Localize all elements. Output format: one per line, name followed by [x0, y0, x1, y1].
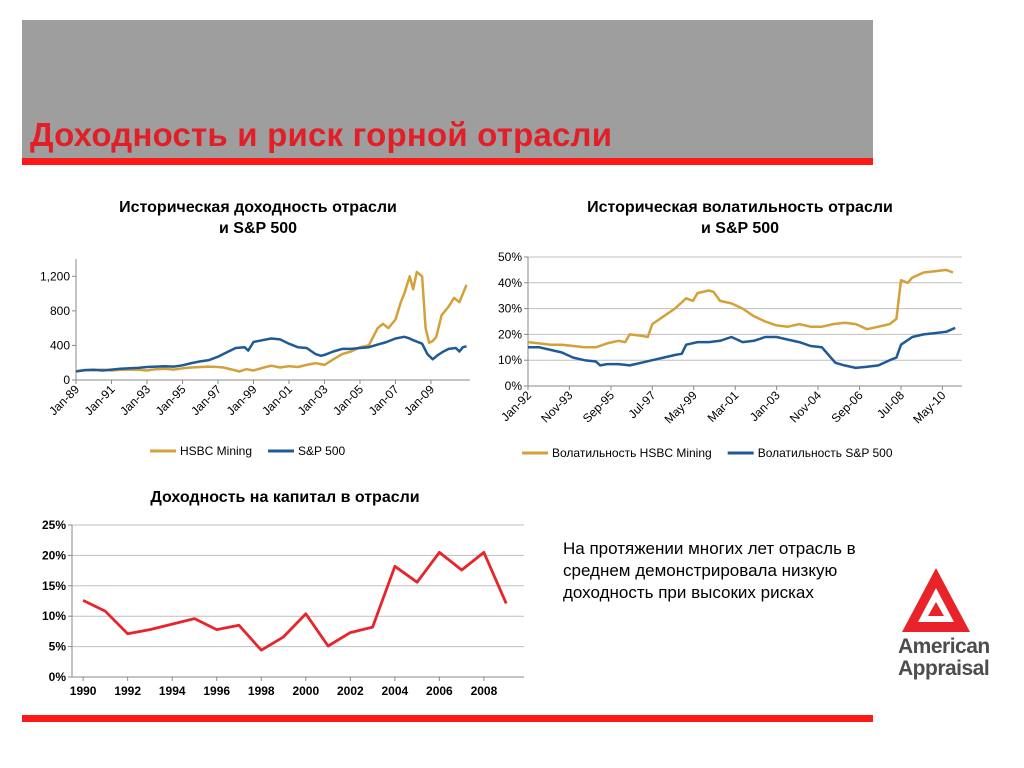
x-tick-label: 1992: [114, 684, 141, 698]
page-title: Доходность и риск горной отрасли: [30, 116, 613, 153]
y-tick-label: 10%: [498, 353, 522, 367]
x-tick-label: Sep-06: [828, 388, 865, 425]
chart-volatility: 0% 10% 20% 30% 40% 50% Jan-92 Nov-93 Sep-95 Jul-9…: [498, 250, 962, 460]
legend-label-1: S&P 500: [298, 444, 345, 458]
x-tick-label: Jan-89: [46, 382, 82, 418]
logo-text-line2: Appraisal: [898, 657, 990, 680]
legend-label-1: Волатильность S&P 500: [758, 446, 893, 460]
series-line-0: [75, 270, 468, 373]
x-tick-label: Jul-97: [625, 388, 658, 421]
x-tick-label: 1990: [70, 684, 97, 698]
x-tick-label: Sep-95: [580, 388, 617, 425]
x-tick-label: 1998: [248, 684, 275, 698]
y-tick-label: 25%: [42, 518, 66, 532]
x-tick-label: May-10: [910, 388, 948, 426]
top-accent-bar: [22, 158, 873, 165]
x-tick-label: Jan-01: [259, 382, 295, 418]
x-tick-label: 2006: [426, 684, 453, 698]
chart-roe: 0% 5% 10% 15% 20% 25% 1990 1992 1994 1996 1998 2000…: [42, 518, 524, 698]
x-tick-label: Jan-03: [295, 382, 331, 418]
y-tick-label: 50%: [498, 250, 522, 264]
x-tick-label: 1994: [159, 684, 186, 698]
logo-triangle-icon: [902, 568, 970, 632]
y-tick-label: 5%: [49, 640, 67, 654]
x-tick-label: Jan-97: [188, 382, 224, 418]
y-tick-label: 0%: [505, 379, 523, 393]
x-tick-label: 1996: [203, 684, 230, 698]
legend-label-0: Волатильность HSBC Mining: [552, 446, 712, 460]
chart-returns-title: Историческая доходность отрасли и S&P 50…: [58, 197, 458, 239]
summary-note: На протяжении многих лет отрасль в средн…: [563, 539, 856, 602]
x-tick-label: Jan-92: [498, 388, 534, 424]
logo-text: American Appraisal: [898, 636, 1010, 680]
x-tick-label: May-99: [662, 388, 700, 426]
y-tick-label: 0%: [49, 670, 67, 684]
x-tick-label: Jan-95: [153, 382, 189, 418]
y-tick-label: 20%: [42, 548, 66, 562]
header-band: [22, 20, 873, 158]
chart-volatility-title-line2: и S&P 500: [700, 220, 780, 237]
series-line-0: [527, 268, 954, 349]
chart-volatility-title: Историческая волатильность отрасли и S&P…: [535, 197, 945, 239]
y-tick-label: 0: [63, 373, 70, 387]
x-tick-label: Jul-08: [874, 388, 907, 421]
chart-roe-title-line1: Доходность на капитал в отрасли: [150, 489, 420, 506]
legend-label-0: HSBC Mining: [180, 444, 252, 458]
x-tick-label: 2008: [471, 684, 498, 698]
bottom-accent-bar: [22, 715, 873, 722]
x-tick-label: 2004: [382, 684, 409, 698]
y-tick-label: 400: [50, 338, 70, 352]
chart-volatility-title-line1: Историческая волатильность отрасли: [587, 199, 893, 216]
series-line-0: [82, 551, 508, 652]
x-tick-label: Jan-03: [747, 388, 783, 424]
x-tick-label: Jan-07: [366, 382, 402, 418]
x-tick-label: Jan-09: [401, 382, 437, 418]
y-tick-label: 800: [50, 304, 70, 318]
chart-returns-title-line2: и S&P 500: [218, 220, 298, 237]
x-tick-label: 2002: [337, 684, 364, 698]
y-tick-label: 40%: [498, 276, 522, 290]
y-tick-label: 1,200: [40, 269, 70, 283]
y-tick-label: 30%: [498, 302, 522, 316]
chart-returns-title-line1: Историческая доходность отрасли: [119, 199, 397, 216]
x-tick-label: 2000: [292, 684, 319, 698]
x-tick-label: Nov-04: [787, 388, 824, 425]
chart-roe-title: Доходность на капитал в отрасли: [85, 487, 485, 508]
logo-text-line1: American: [898, 635, 990, 658]
x-tick-label: Jan-99: [224, 382, 260, 418]
series-line-1: [75, 335, 467, 373]
y-tick-label: 10%: [42, 609, 66, 623]
x-tick-label: Jan-91: [82, 382, 118, 418]
american-appraisal-logo: American Appraisal: [898, 566, 1010, 686]
x-tick-label: Nov-93: [538, 388, 575, 425]
series-line-1: [528, 326, 956, 370]
x-tick-label: Mar-01: [705, 388, 742, 425]
x-tick-label: Jan-93: [117, 382, 153, 418]
x-tick-label: Jan-05: [330, 382, 366, 418]
y-tick-label: 15%: [42, 579, 66, 593]
y-tick-label: 20%: [498, 327, 522, 341]
